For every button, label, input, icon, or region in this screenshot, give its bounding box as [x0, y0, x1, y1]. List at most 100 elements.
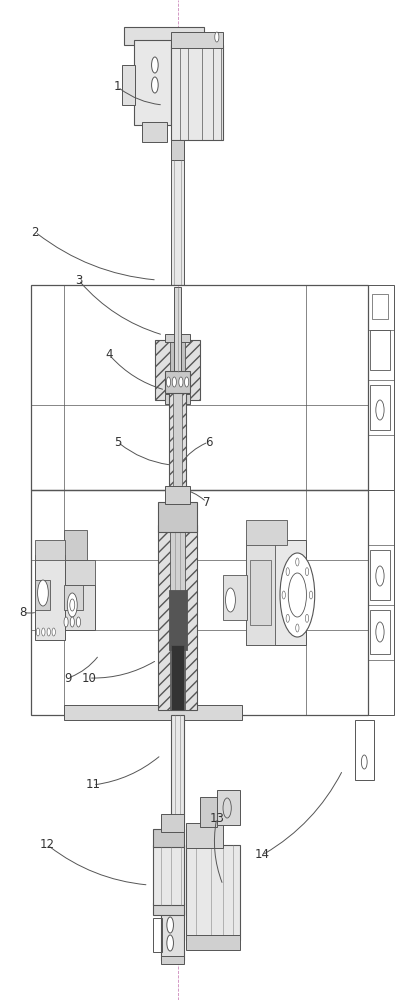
- Bar: [142, 122, 167, 142]
- Circle shape: [286, 568, 290, 576]
- Circle shape: [42, 628, 45, 636]
- Bar: [31, 285, 368, 490]
- Text: 2: 2: [31, 226, 39, 238]
- Bar: [64, 585, 83, 610]
- Circle shape: [215, 32, 219, 42]
- Text: 5: 5: [114, 436, 121, 448]
- Bar: [186, 845, 240, 940]
- Bar: [134, 40, 171, 125]
- Bar: [171, 715, 184, 915]
- Bar: [186, 823, 223, 848]
- Polygon shape: [175, 502, 180, 510]
- Bar: [179, 400, 183, 480]
- Bar: [368, 490, 394, 715]
- Bar: [122, 65, 135, 105]
- Bar: [370, 610, 390, 654]
- Text: 11: 11: [85, 778, 100, 792]
- Bar: [158, 525, 197, 710]
- Bar: [176, 480, 180, 502]
- Bar: [35, 555, 65, 640]
- Bar: [64, 530, 87, 560]
- Text: 1: 1: [114, 81, 121, 94]
- Bar: [169, 385, 186, 490]
- Bar: [370, 550, 390, 600]
- Bar: [64, 585, 95, 630]
- Bar: [153, 845, 184, 905]
- Bar: [370, 385, 390, 430]
- Circle shape: [64, 617, 68, 627]
- Bar: [165, 486, 190, 504]
- Text: 10: 10: [81, 672, 96, 684]
- Bar: [173, 385, 182, 490]
- Circle shape: [288, 573, 306, 617]
- Bar: [124, 27, 204, 45]
- Bar: [158, 502, 197, 532]
- Bar: [171, 45, 223, 140]
- Bar: [172, 400, 176, 480]
- Bar: [31, 490, 368, 715]
- Circle shape: [36, 628, 40, 636]
- Circle shape: [166, 377, 171, 387]
- Bar: [355, 720, 374, 780]
- Bar: [171, 645, 184, 710]
- Circle shape: [282, 591, 285, 599]
- Circle shape: [225, 588, 235, 612]
- Bar: [186, 935, 240, 950]
- Bar: [246, 540, 306, 645]
- Bar: [368, 285, 394, 490]
- Circle shape: [70, 617, 74, 627]
- Text: 7: 7: [203, 495, 210, 508]
- Bar: [170, 340, 185, 400]
- Circle shape: [152, 77, 158, 93]
- Circle shape: [167, 935, 173, 951]
- Bar: [153, 829, 184, 847]
- Circle shape: [47, 628, 50, 636]
- Text: 3: 3: [75, 273, 82, 286]
- Circle shape: [152, 57, 158, 73]
- Bar: [64, 705, 242, 720]
- Bar: [165, 394, 190, 404]
- Bar: [153, 918, 162, 952]
- Bar: [155, 340, 200, 400]
- Bar: [217, 790, 240, 825]
- Bar: [246, 540, 275, 645]
- Text: 6: 6: [205, 436, 212, 448]
- Circle shape: [185, 377, 189, 387]
- Text: 9: 9: [64, 672, 72, 684]
- Bar: [165, 371, 190, 393]
- Circle shape: [76, 617, 81, 627]
- Bar: [200, 797, 217, 827]
- Circle shape: [309, 591, 313, 599]
- Text: 13: 13: [209, 812, 224, 824]
- Bar: [171, 160, 184, 285]
- Bar: [161, 956, 184, 964]
- Bar: [372, 294, 388, 319]
- Bar: [35, 580, 50, 610]
- Bar: [170, 525, 185, 710]
- Bar: [161, 814, 184, 832]
- Bar: [165, 334, 190, 342]
- Circle shape: [296, 624, 299, 632]
- Bar: [370, 330, 390, 370]
- Circle shape: [172, 377, 176, 387]
- Bar: [246, 520, 287, 545]
- Text: 12: 12: [40, 838, 55, 852]
- Bar: [161, 910, 184, 960]
- Bar: [171, 140, 184, 165]
- Bar: [250, 560, 271, 625]
- Circle shape: [179, 377, 183, 387]
- Circle shape: [305, 614, 309, 622]
- Bar: [35, 540, 65, 560]
- Text: 14: 14: [255, 848, 270, 861]
- Circle shape: [38, 580, 48, 606]
- Text: 4: 4: [106, 349, 113, 361]
- Bar: [223, 575, 247, 620]
- Bar: [172, 477, 183, 484]
- Bar: [153, 903, 184, 915]
- Circle shape: [280, 553, 315, 637]
- Circle shape: [296, 558, 299, 566]
- Bar: [169, 590, 187, 650]
- Circle shape: [167, 917, 173, 933]
- Bar: [171, 32, 223, 48]
- Circle shape: [286, 614, 290, 622]
